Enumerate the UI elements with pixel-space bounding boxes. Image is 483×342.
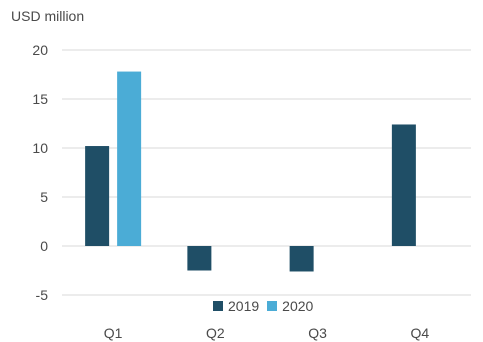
bar-2019-Q2 xyxy=(187,246,212,271)
x-tick-label-Q1: Q1 xyxy=(104,325,123,341)
y-tick-label-10: 10 xyxy=(32,140,48,156)
bar-2019-Q3 xyxy=(289,246,314,272)
y-tick-label-20: 20 xyxy=(32,42,48,58)
legend-label-2019: 2019 xyxy=(228,298,260,314)
legend-item-2020: 2020 xyxy=(267,298,313,314)
legend-label-2020: 2020 xyxy=(282,298,314,314)
y-tick-label-0: 0 xyxy=(40,238,48,254)
legend-swatch-2020 xyxy=(267,301,278,311)
y-tick-label-15: 15 xyxy=(32,91,48,107)
bar-2020-Q1 xyxy=(117,71,142,246)
bar-2019-Q1 xyxy=(85,146,110,246)
x-tick-label-Q3: Q3 xyxy=(308,325,327,341)
legend: 2019 2020 xyxy=(213,298,321,314)
y-axis-unit-label: USD million xyxy=(11,8,85,24)
x-tick-label-Q4: Q4 xyxy=(411,325,430,341)
x-tick-label-Q2: Q2 xyxy=(206,325,225,341)
legend-swatch-2019 xyxy=(213,301,223,311)
legend-item-2019: 2019 xyxy=(213,298,259,314)
y-tick-label-5: 5 xyxy=(40,189,48,205)
bar-2019-Q4 xyxy=(391,124,416,246)
y-tick-label--5: -5 xyxy=(36,287,49,303)
